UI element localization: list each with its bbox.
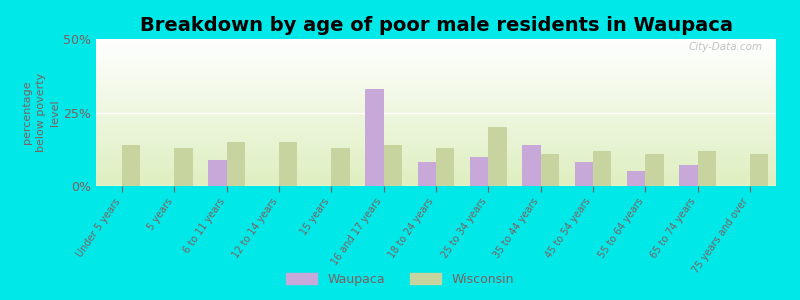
Bar — [384, 145, 402, 186]
Bar — [418, 163, 436, 186]
Bar — [750, 154, 768, 186]
Bar — [679, 165, 698, 186]
Bar — [574, 163, 593, 186]
Bar — [541, 154, 559, 186]
Bar — [522, 145, 541, 186]
Bar — [436, 148, 454, 186]
Bar — [698, 151, 716, 186]
Bar — [226, 142, 245, 186]
Bar — [627, 171, 646, 186]
Bar — [646, 154, 663, 186]
Y-axis label: percentage
below poverty
level: percentage below poverty level — [22, 73, 60, 152]
Bar — [122, 145, 141, 186]
Bar — [470, 157, 488, 186]
Legend: Waupaca, Wisconsin: Waupaca, Wisconsin — [281, 268, 519, 291]
Bar — [366, 89, 384, 186]
Text: City-Data.com: City-Data.com — [688, 42, 762, 52]
Bar — [331, 148, 350, 186]
Bar — [488, 127, 506, 186]
Title: Breakdown by age of poor male residents in Waupaca: Breakdown by age of poor male residents … — [139, 16, 733, 35]
Bar — [174, 148, 193, 186]
Bar — [209, 160, 226, 186]
Bar — [593, 151, 611, 186]
Bar — [279, 142, 298, 186]
